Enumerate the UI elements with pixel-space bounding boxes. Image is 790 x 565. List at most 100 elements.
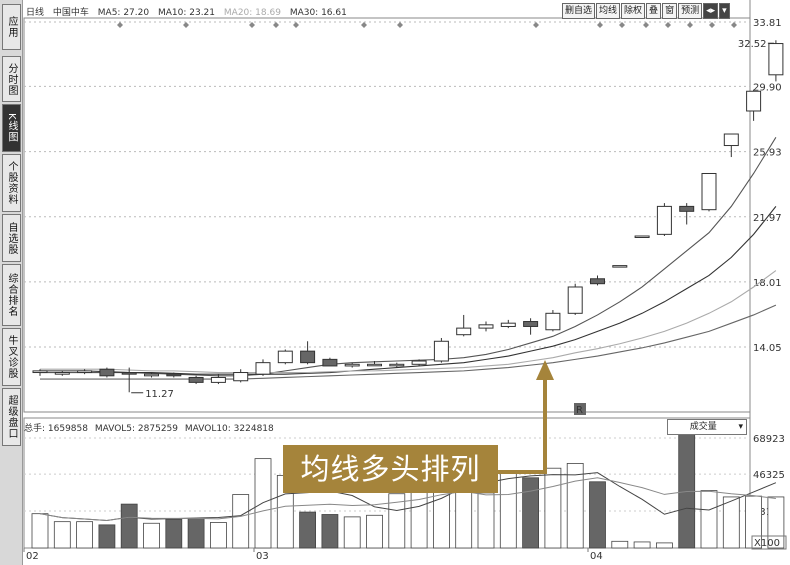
nav-item-2[interactable]: K线图 [2, 104, 21, 152]
volume-bar [678, 432, 696, 549]
nav-item-3[interactable]: 个股资料 [2, 154, 21, 212]
price-tick-label: 14.05 [753, 343, 782, 354]
candle-body [634, 235, 650, 238]
volume-bar [589, 481, 606, 549]
date-label: 04 [590, 551, 603, 562]
volume-bar [143, 522, 160, 549]
stock-name: 中国中车 [52, 8, 89, 18]
mavol5-value: MAVOL5: 2875259 [94, 424, 179, 434]
candle-body [210, 376, 226, 383]
volume-bar [477, 492, 495, 549]
event-marker-icon [397, 22, 403, 28]
ma10-value: MA10: 23.21 [157, 8, 216, 18]
toolbar-button-1[interactable]: 均线 [596, 3, 621, 19]
toolbar-button-2[interactable]: 除权 [621, 3, 646, 19]
event-marker-icon [687, 22, 693, 28]
volume-bar [366, 514, 383, 549]
toolbar-button-0[interactable]: 删自选 [562, 3, 596, 19]
volume-bar [98, 524, 116, 549]
toolbar-button-5[interactable]: 预测 [678, 3, 703, 19]
volume-total: 总手: 1659858 [24, 424, 88, 434]
candle-body [545, 312, 561, 331]
candle-body [701, 172, 717, 211]
volume-bar [321, 514, 339, 549]
ma-line-ma10 [40, 206, 777, 375]
period-label: 日线 [26, 8, 45, 18]
candle-body [300, 350, 316, 364]
toolbar-button-3[interactable]: 叠 [646, 3, 662, 19]
rights-marker-icon [574, 403, 586, 415]
price-tick-label: 29.90 [753, 82, 782, 93]
volume-bar [544, 467, 562, 549]
candle-body [144, 373, 159, 377]
price-panel-frame [23, 17, 751, 413]
volume-info-bar: 总手: 1659858 MAVOL5: 2875259 MAVOL10: 322… [24, 421, 278, 434]
volume-bar [767, 496, 785, 549]
mavol10-line [39, 477, 776, 521]
volume-bar [611, 540, 629, 549]
nav-item-7[interactable]: 超级盘口 [2, 388, 21, 446]
candle-body [233, 372, 249, 382]
volume-bar [31, 513, 49, 549]
nav-item-1[interactable]: 分时图 [2, 56, 21, 102]
ma-line-ma5 [40, 137, 777, 377]
date-label: 02 [26, 551, 39, 562]
ma-line-ma30 [40, 304, 777, 380]
price-tick-label: 33.81 [753, 18, 782, 29]
candle-body [500, 322, 516, 327]
volume-bar [165, 518, 183, 549]
volume-unit-label: X100 [754, 538, 780, 549]
mavol5-line [39, 472, 777, 521]
toolbar-button-7[interactable]: ▾ [719, 3, 730, 19]
callout-arrow-head-icon [536, 360, 554, 380]
event-marker-icon [117, 22, 123, 28]
annotation-callout: 均线多头排列 [283, 445, 498, 493]
ma-line-ma20 [40, 270, 777, 374]
ma-info-bar: 日线 中国中车 MA5: 27.20 MA10: 23.21 MA20: 18.… [26, 5, 353, 18]
volume-bar [209, 522, 227, 549]
candle-body [411, 360, 427, 365]
nav-item-6[interactable]: 牛叉诊股 [2, 328, 21, 386]
candle-body [612, 265, 628, 268]
price-tick-label: 18.01 [753, 278, 782, 289]
volume-bar [566, 463, 584, 549]
nav-item-5[interactable]: 综合排名 [2, 264, 21, 326]
nav-item-4[interactable]: 自选股 [2, 214, 21, 262]
volume-bar [254, 458, 272, 549]
event-marker-icon [183, 22, 189, 28]
indicator-dropdown-label: 成交量 [689, 422, 717, 432]
volume-tick-label: 46325 [753, 470, 785, 481]
indicator-dropdown[interactable]: 成交量 ▾ [667, 419, 747, 435]
candle-body [121, 372, 137, 375]
volume-bar [232, 494, 250, 549]
event-marker-icon [293, 22, 299, 28]
candle-body [456, 327, 472, 336]
candle-body [322, 358, 338, 367]
candle-body [523, 321, 539, 327]
volume-bar [745, 495, 762, 549]
event-marker-icon [619, 22, 625, 28]
toolbar-button-6[interactable]: ◂▸ [703, 3, 719, 19]
volume-bar [700, 490, 718, 549]
candle-body [590, 278, 605, 285]
toolbar-button-4[interactable]: 窗 [662, 3, 678, 19]
volume-bar [299, 511, 317, 549]
volume-bar [633, 541, 651, 549]
volume-bar [120, 503, 138, 549]
event-marker-icon [597, 22, 603, 28]
candle-body [344, 363, 360, 367]
candle-body [679, 205, 695, 212]
candle-body [255, 362, 271, 375]
event-marker-icon [249, 22, 255, 28]
volume-bar [656, 542, 673, 549]
ma30-value: MA30: 16.61 [289, 8, 347, 18]
ma20-value: MA20: 18.69 [223, 8, 281, 18]
volume-bar [53, 521, 71, 549]
candle-body [32, 370, 48, 374]
event-marker-icon [731, 22, 737, 28]
nav-item-0[interactable]: 应用 [2, 4, 21, 50]
volume-bar [76, 521, 93, 549]
volume-bar [343, 516, 361, 549]
left-nav: 应用分时图 K线图个股资料自选股综合排名牛叉诊股超级盘口 [0, 0, 23, 565]
